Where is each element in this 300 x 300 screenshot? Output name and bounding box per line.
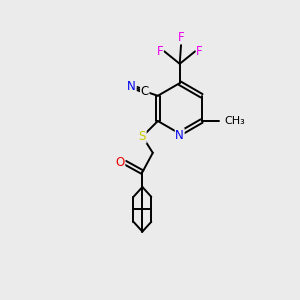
Text: S: S [139,130,146,143]
Text: O: O [116,155,125,169]
Text: N: N [175,129,184,142]
Text: F: F [157,45,163,58]
Text: F: F [178,31,184,44]
Text: F: F [196,45,203,58]
Text: N: N [127,80,136,93]
Text: CH₃: CH₃ [225,116,245,126]
Text: C: C [141,85,149,98]
